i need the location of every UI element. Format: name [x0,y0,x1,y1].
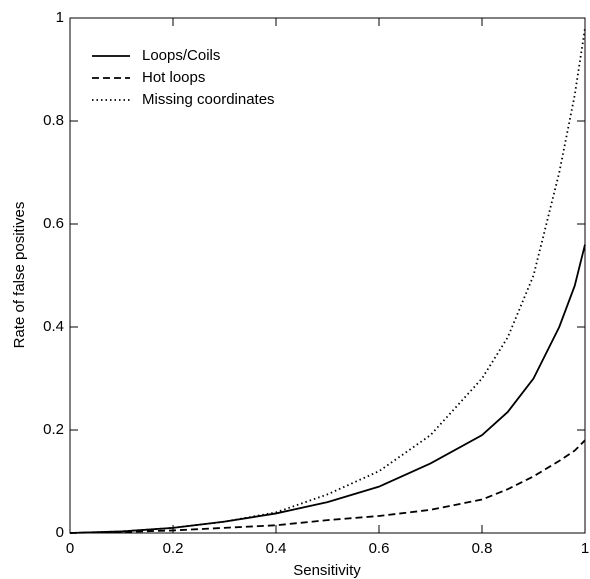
x-tick-label: 1 [581,540,589,557]
series-line [69,244,586,534]
y-tick-label: 1 [56,9,64,26]
x-axis-label: Sensitivity [293,562,361,579]
legend-label: Hot loops [142,69,205,86]
y-tick-label: 0.2 [43,421,64,438]
x-tick-label: 0.8 [472,540,493,557]
y-tick-label: 0 [56,524,64,541]
y-tick-label: 0.4 [43,318,64,335]
y-tick-label: 0.8 [43,112,64,129]
x-tick-label: 0.4 [266,540,287,557]
y-axis-label: Rate of false positives [11,202,28,349]
x-tick-label: 0.2 [163,540,184,557]
plot-frame [69,17,586,534]
x-tick-label: 0.6 [369,540,390,557]
series-line [69,28,586,534]
legend-label: Loops/Coils [142,47,220,64]
legend-label: Missing coordinates [142,91,275,108]
y-tick-label: 0.6 [43,215,64,232]
series-line [69,439,586,534]
x-tick-label: 0 [66,540,74,557]
